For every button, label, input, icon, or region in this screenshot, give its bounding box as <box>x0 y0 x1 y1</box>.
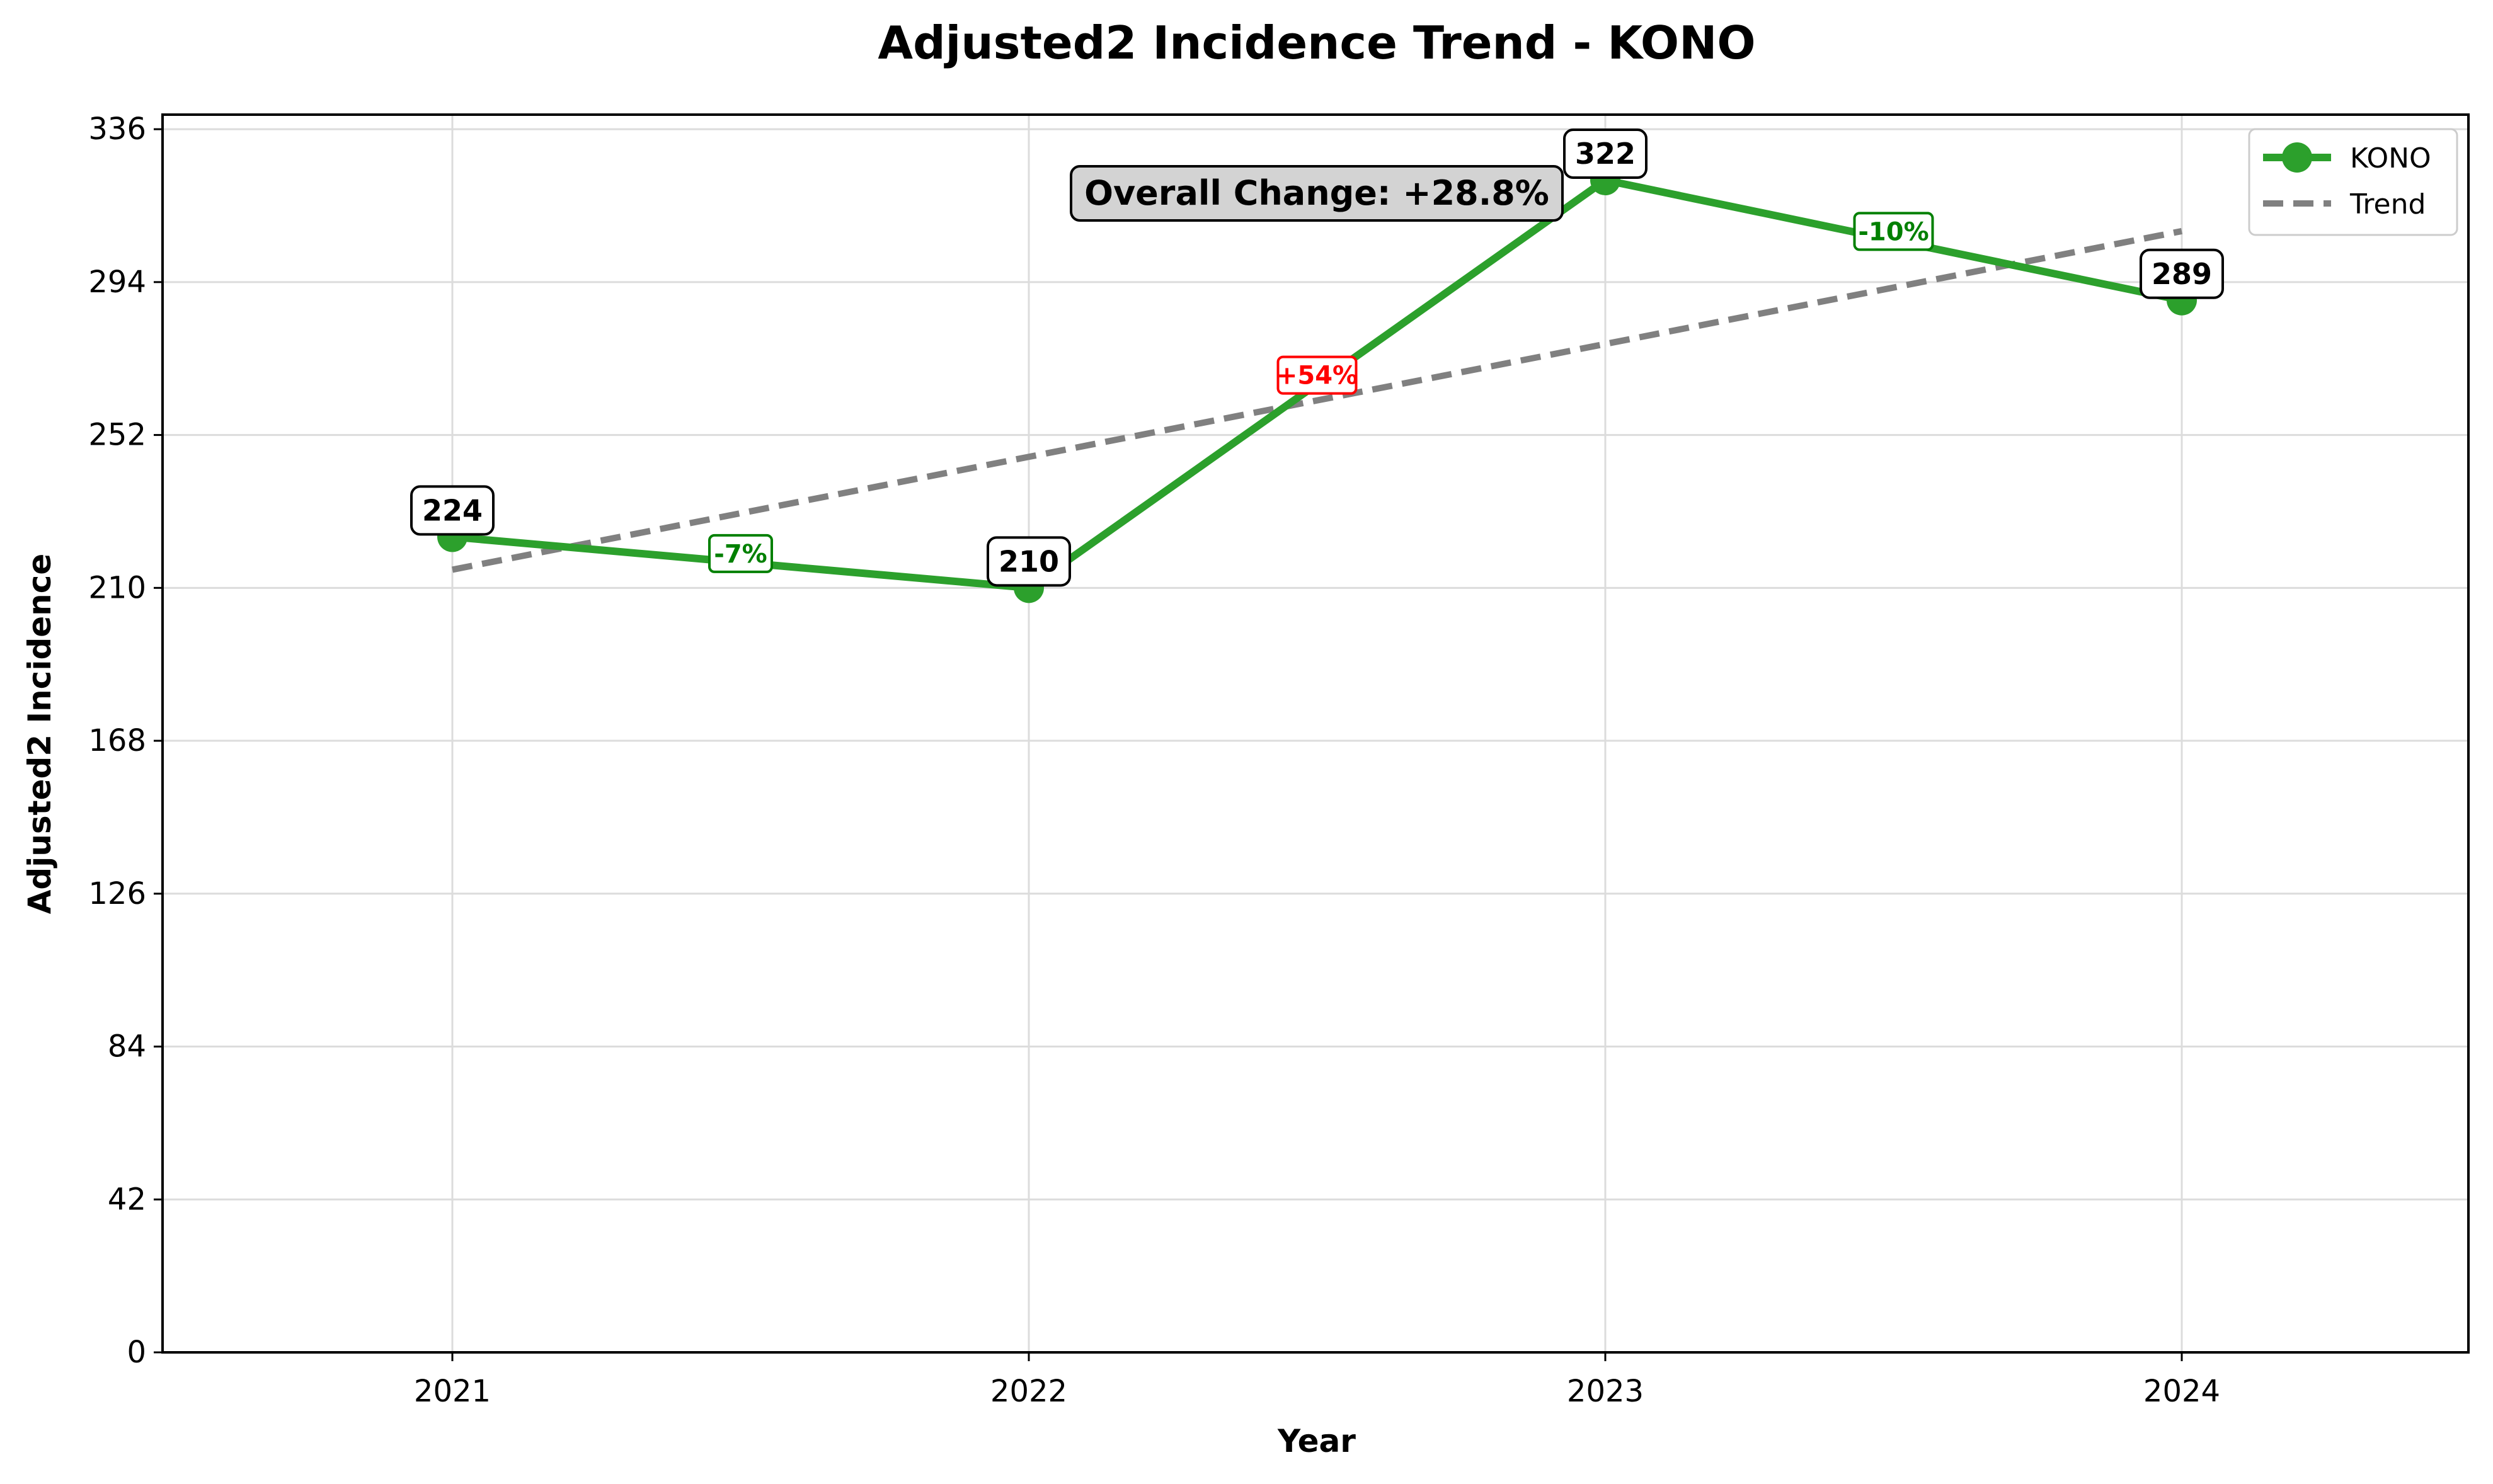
y-axis-ticks: 0 42 84 126 168 210 252 294 336 <box>88 111 163 1370</box>
value-label-box <box>410 485 495 536</box>
percent-change-label: +54% <box>1276 362 1358 391</box>
x-tick-label: 2024 <box>2143 1374 2220 1409</box>
overall-change-box <box>1070 165 1564 222</box>
y-tick-label: 294 <box>88 265 146 300</box>
legend-kono-label: KONO <box>2350 142 2431 174</box>
percent-change-box <box>708 534 773 573</box>
y-tick-label: 168 <box>88 723 146 758</box>
percent-change-box <box>1276 355 1358 395</box>
x-tick-label: 2023 <box>1567 1374 1644 1409</box>
value-label: 289 <box>2152 257 2212 291</box>
x-axis-label: Year <box>1277 1423 1356 1459</box>
y-tick-label: 252 <box>88 418 146 453</box>
value-label-box <box>2140 248 2224 299</box>
y-tick-label: 336 <box>88 111 146 147</box>
grid-lines <box>163 115 2468 1354</box>
y-axis-label: Adjusted2 Incidence <box>21 554 58 915</box>
value-label: 210 <box>999 544 1059 578</box>
trend-series <box>452 228 2182 573</box>
y-tick-label: 126 <box>88 876 146 911</box>
overall-change-annotation: Overall Change: +28.8% <box>1070 165 1564 222</box>
chart-title: Adjusted2 Incidence Trend - KONO <box>878 16 1755 69</box>
y-tick-label: 210 <box>88 570 146 605</box>
x-tick-label: 2021 <box>414 1374 491 1409</box>
value-labels: 224 210 322 289 <box>410 128 2224 587</box>
legend: KONO Trend <box>2248 128 2458 236</box>
percent-change-box <box>1853 212 1934 251</box>
percent-change-label: -10% <box>1858 217 1928 246</box>
percent-change-label: -7% <box>714 540 767 569</box>
value-label-box <box>1563 128 1648 180</box>
y-tick-label: 0 <box>127 1335 146 1370</box>
x-axis-ticks: 2021 2022 2023 2024 <box>414 1352 2220 1409</box>
percent-change-labels: -7% +54% -10% <box>708 212 1934 573</box>
y-tick-label: 84 <box>108 1029 146 1064</box>
plot-frame <box>161 113 2470 1354</box>
x-tick-label: 2022 <box>990 1374 1067 1409</box>
trend-line <box>452 228 2182 573</box>
legend-kono-marker <box>2282 142 2312 173</box>
value-label-box <box>987 536 1071 587</box>
legend-trend-label: Trend <box>2349 188 2426 220</box>
value-label: 322 <box>1575 137 1636 171</box>
overall-change-label: Overall Change: +28.8% <box>1084 173 1549 213</box>
value-label: 224 <box>422 493 483 527</box>
y-tick-label: 42 <box>108 1182 146 1217</box>
